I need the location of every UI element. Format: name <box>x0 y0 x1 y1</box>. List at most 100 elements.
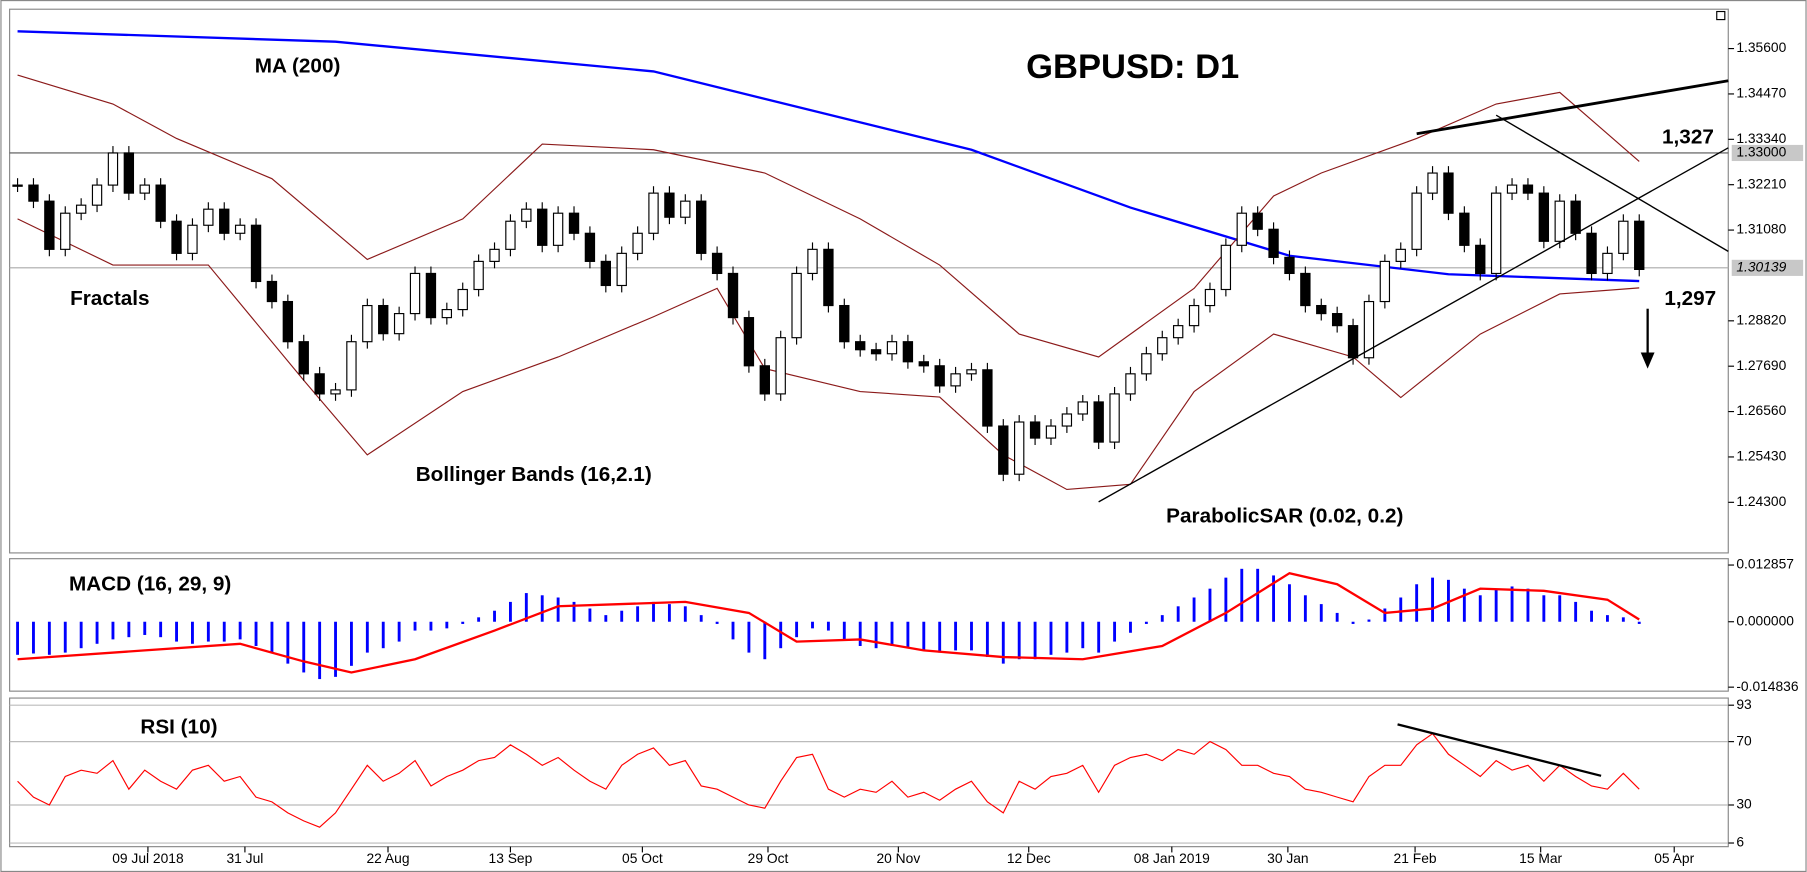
trend-line <box>1098 147 1729 503</box>
x-tick-label: 15 Mar <box>1519 850 1562 866</box>
candle <box>568 212 580 234</box>
candle <box>171 220 182 254</box>
candle <box>1475 244 1486 275</box>
y-tick-label: 1.27690 <box>1736 357 1786 373</box>
candle <box>1157 337 1168 355</box>
x-tick-label: 30 Jan <box>1267 850 1308 866</box>
candle <box>807 248 818 275</box>
candle <box>1490 192 1502 275</box>
candle <box>123 152 135 194</box>
candle <box>775 337 786 395</box>
rsi-line <box>17 732 1640 828</box>
candle <box>1109 393 1120 443</box>
candle <box>155 184 166 222</box>
candle <box>950 373 961 387</box>
y-tick-label: -0.014836 <box>1736 678 1799 694</box>
candle <box>855 341 866 351</box>
ma-label: MA (200) <box>255 54 341 77</box>
x-tick-label: 22 Aug <box>366 850 409 866</box>
candle <box>60 212 71 250</box>
y-tick-label: 1.33340 <box>1736 130 1786 146</box>
y-tick-label: 30 <box>1736 796 1752 812</box>
candle <box>616 252 627 287</box>
candle <box>727 272 739 319</box>
x-tick-label: 13 Sep <box>489 850 533 866</box>
candle <box>250 224 262 283</box>
y-tick-label: 6 <box>1736 834 1744 850</box>
bollinger-band <box>17 74 1640 358</box>
candle <box>409 272 421 315</box>
candle <box>1188 304 1200 327</box>
trend-line <box>1397 723 1602 777</box>
candle <box>505 220 516 250</box>
last-price-label: 1.30139 <box>1736 259 1786 275</box>
candle <box>1522 184 1534 194</box>
y-tick-label: 0.012857 <box>1736 556 1794 572</box>
candle <box>266 280 278 303</box>
candle <box>1300 272 1311 307</box>
candle <box>1443 172 1454 214</box>
candle <box>1411 192 1422 250</box>
candle <box>1347 325 1359 359</box>
candle <box>1427 172 1438 194</box>
candle <box>1204 288 1216 307</box>
y-tick-label: 1.24300 <box>1736 493 1786 509</box>
candle <box>234 224 246 234</box>
x-tick-label: 05 Oct <box>622 850 663 866</box>
x-tick-label: 21 Feb <box>1394 850 1437 866</box>
candle <box>966 369 977 375</box>
candle <box>584 232 596 262</box>
y-tick-label: 1.35600 <box>1736 39 1786 55</box>
candle <box>537 208 548 246</box>
x-tick-label: 05 Apr <box>1654 850 1694 866</box>
candle <box>425 272 437 319</box>
candle <box>187 224 198 254</box>
candle <box>1220 244 1232 291</box>
candle <box>489 248 500 262</box>
moving-average <box>17 30 1640 283</box>
candle <box>1634 220 1645 270</box>
fractals-label: Fractals <box>70 287 149 310</box>
x-tick-label: 20 Nov <box>876 850 920 866</box>
window-icon <box>1716 10 1726 21</box>
candle <box>203 208 214 226</box>
y-tick-label: 1.25430 <box>1736 448 1786 464</box>
candle <box>457 288 468 311</box>
y-tick-label: 1.32210 <box>1736 175 1786 191</box>
candle <box>139 184 150 194</box>
y-tick-label: 93 <box>1736 696 1752 712</box>
level-label: 1,327 <box>1662 126 1714 149</box>
candle <box>1284 256 1295 275</box>
y-tick-label: 1.34470 <box>1736 85 1786 101</box>
candle <box>552 212 564 246</box>
candle <box>12 184 23 187</box>
candle <box>473 260 484 291</box>
macd-label: MACD (16, 29, 9) <box>69 573 231 596</box>
candle <box>759 365 770 395</box>
candle <box>378 304 389 335</box>
candle <box>1395 248 1406 262</box>
x-tick-label: 08 Jan 2019 <box>1134 850 1210 866</box>
candle <box>362 304 373 343</box>
candle <box>1061 413 1073 427</box>
candle <box>870 349 882 355</box>
price-panel <box>9 8 1729 554</box>
candle <box>91 184 103 206</box>
x-tick-label: 09 Jul 2018 <box>112 850 184 866</box>
plot-layer: 1.35600 1.34470 1.33340 1.32210 1.31080 1.288… <box>9 30 1804 866</box>
candle <box>711 252 723 275</box>
candle <box>1236 212 1247 246</box>
candle <box>648 192 659 234</box>
candle <box>791 272 802 339</box>
candle <box>823 248 834 307</box>
candle <box>330 389 341 395</box>
candle <box>44 200 55 250</box>
candle <box>298 341 309 375</box>
candle <box>393 313 405 335</box>
candle <box>1554 200 1565 242</box>
candle <box>441 309 453 319</box>
candle <box>521 208 532 222</box>
candle <box>1618 220 1629 254</box>
sar-label: ParabolicSAR (0.02, 0.2) <box>1166 505 1403 528</box>
rsi-panel <box>9 697 1729 848</box>
